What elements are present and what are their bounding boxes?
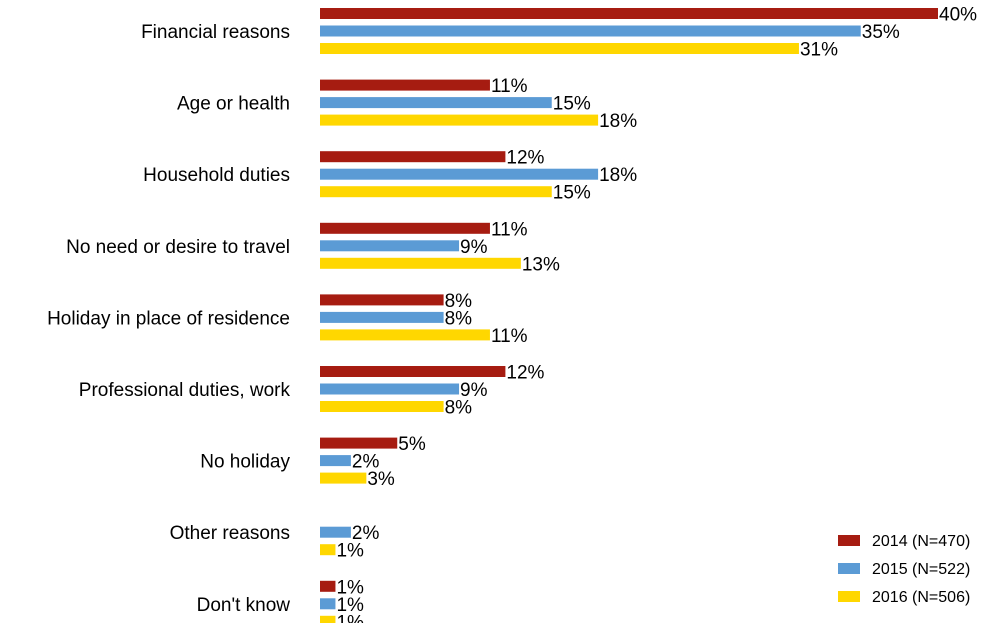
bar-3-1 <box>320 114 599 126</box>
category-labels: Financial reasons Age or health Household … <box>47 22 290 616</box>
data-label: 31% <box>800 40 838 61</box>
data-label: 18% <box>599 165 637 186</box>
bar-2-6 <box>320 455 351 467</box>
data-label: 8% <box>445 398 473 419</box>
bar-3-0 <box>320 43 799 54</box>
bar-1-4 <box>320 294 444 306</box>
category-label: No holiday <box>200 452 290 473</box>
data-label: 11% <box>491 326 528 347</box>
legend-label: 2016 (N=506) <box>872 589 970 606</box>
legend-swatch <box>838 535 860 546</box>
bar-2-7 <box>320 526 351 538</box>
data-label: 15% <box>553 183 591 204</box>
data-label: 18% <box>599 111 637 132</box>
data-label: 1% <box>336 612 364 623</box>
data-label: 11% <box>491 219 528 240</box>
bar-2-2 <box>320 168 599 180</box>
category-label: Professional duties, work <box>79 380 291 401</box>
bar-1-8 <box>320 580 336 592</box>
data-label: 12% <box>506 148 544 169</box>
data-label: 2% <box>352 452 380 473</box>
data-label: 5% <box>398 434 426 455</box>
bar-1-1 <box>320 79 490 91</box>
bar-1-5 <box>320 366 506 377</box>
category-label: Age or health <box>177 94 290 115</box>
bar-2-3 <box>320 240 460 252</box>
bar-1-0 <box>320 8 938 19</box>
bar-1-2 <box>320 151 506 163</box>
bar-3-2 <box>320 186 552 198</box>
bar-2-1 <box>320 97 552 109</box>
bar-2-4 <box>320 311 444 323</box>
data-label: 3% <box>367 469 395 490</box>
bar-3-7 <box>320 544 336 556</box>
data-label: 1% <box>336 595 364 616</box>
data-label: 9% <box>460 380 488 401</box>
bar-3-8 <box>320 615 336 623</box>
category-label: Holiday in place of residence <box>47 308 290 329</box>
category-label: Household duties <box>143 165 290 186</box>
bar-2-0 <box>320 25 861 37</box>
legend-label: 2015 (N=522) <box>872 561 970 578</box>
bar-3-6 <box>320 472 367 484</box>
category-label: Don't know <box>197 595 291 616</box>
category-label: Other reasons <box>170 523 290 544</box>
data-label: 2% <box>352 523 380 544</box>
bar-series <box>320 8 938 623</box>
data-label: 8% <box>445 308 473 329</box>
data-label: 11% <box>491 76 528 97</box>
data-label: 35% <box>862 22 900 43</box>
bar-3-5 <box>320 401 444 412</box>
value-labels: 40%35%31%11%15%18%12%18%15%11%9%13%8%8%1… <box>336 5 977 623</box>
data-label: 1% <box>336 541 364 562</box>
data-label: 15% <box>553 94 591 115</box>
data-label: 1% <box>336 577 364 598</box>
legend-swatch <box>838 591 860 602</box>
bar-3-3 <box>320 257 521 269</box>
legend-swatch <box>838 563 860 574</box>
bar-2-5 <box>320 383 460 395</box>
data-label: 13% <box>522 254 560 275</box>
category-label: No need or desire to travel <box>66 237 290 258</box>
legend-label: 2014 (N=470) <box>872 533 970 550</box>
legend: 2014 (N=470) 2015 (N=522) 2016 (N=506) <box>838 533 970 606</box>
category-label: Financial reasons <box>141 22 290 43</box>
bar-1-3 <box>320 222 490 234</box>
bar-2-8 <box>320 598 336 610</box>
data-label: 40% <box>939 5 977 26</box>
data-label: 9% <box>460 237 488 258</box>
data-label: 12% <box>506 363 544 384</box>
bar-3-4 <box>320 329 490 341</box>
bar-1-6 <box>320 437 398 449</box>
data-label: 8% <box>445 291 473 312</box>
